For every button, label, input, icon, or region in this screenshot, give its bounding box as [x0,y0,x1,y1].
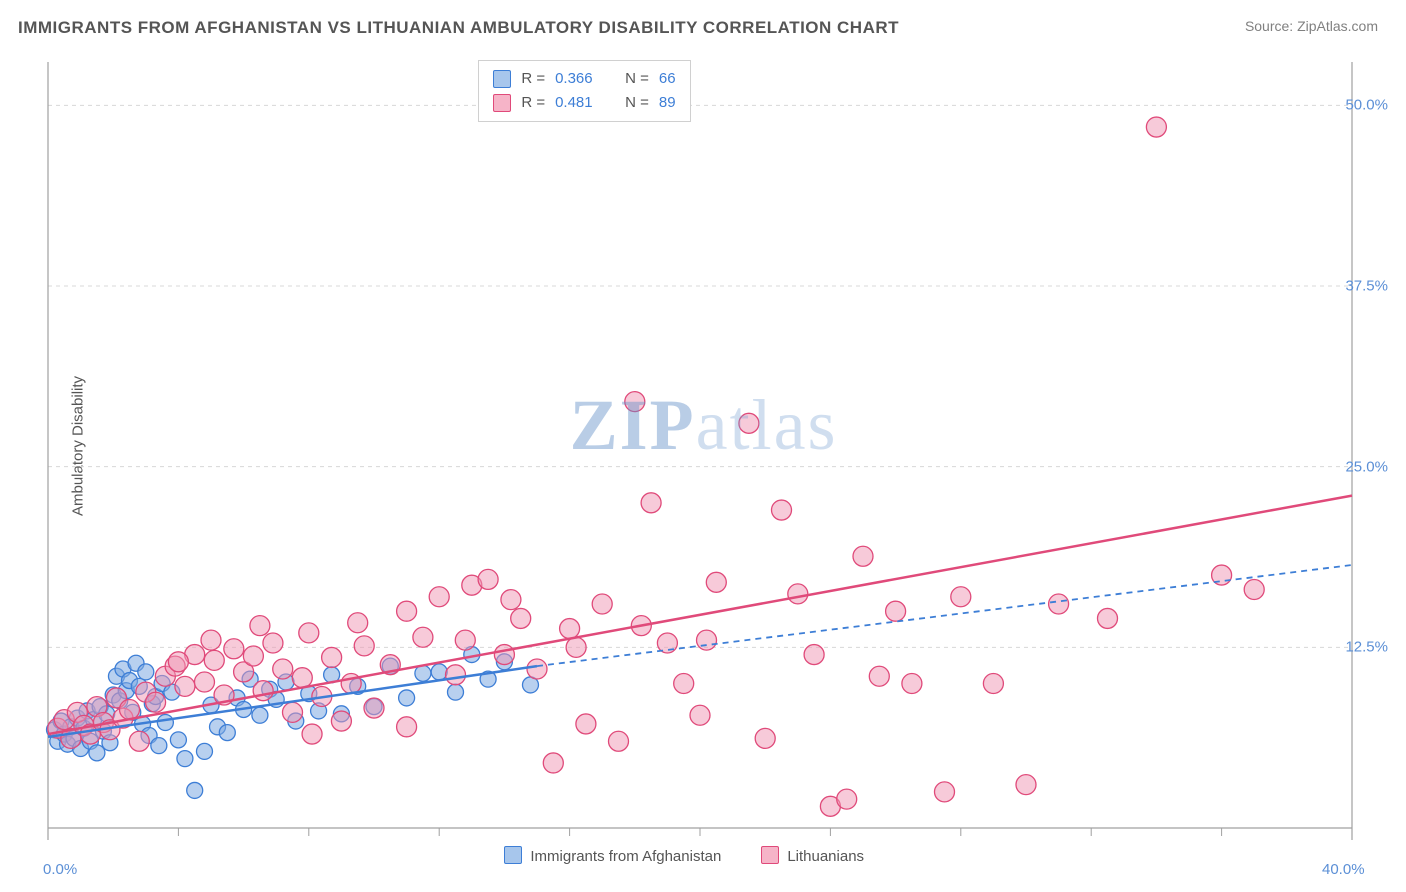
x-axis-end-label: 40.0% [1322,861,1365,878]
correlation-row: R = 0.366 N = 66 [493,67,675,91]
y-tick-label: 25.0% [1345,458,1388,475]
n-label: N = [625,91,649,115]
r-value: 0.481 [555,91,593,115]
y-tick-label: 12.5% [1345,639,1388,656]
legend-swatch [493,70,511,88]
y-tick-label: 37.5% [1345,278,1388,295]
legend-label: Immigrants from Afghanistan [530,848,721,865]
correlation-legend: R = 0.366 N = 66 R = 0.481 N = 89 [478,60,690,122]
legend-label: Lithuanians [787,848,864,865]
legend-item: Lithuanians [761,846,864,865]
r-label: R = [521,67,545,91]
legend-item: Immigrants from Afghanistan [504,846,721,865]
chart-container: IMMIGRANTS FROM AFGHANISTAN VS LITHUANIA… [0,0,1406,892]
series-legend: Immigrants from Afghanistan Lithuanians [504,846,864,865]
y-tick-label: 50.0% [1345,97,1388,114]
n-label: N = [625,67,649,91]
legend-swatch [493,94,511,112]
r-label: R = [521,91,545,115]
x-axis-start-label: 0.0% [43,861,77,878]
legend-swatch [504,846,522,864]
legend-swatch [761,846,779,864]
r-value: 0.366 [555,67,593,91]
n-value: 89 [659,91,676,115]
n-value: 66 [659,67,676,91]
scatter-plot [0,0,1406,892]
correlation-row: R = 0.481 N = 89 [493,91,675,115]
